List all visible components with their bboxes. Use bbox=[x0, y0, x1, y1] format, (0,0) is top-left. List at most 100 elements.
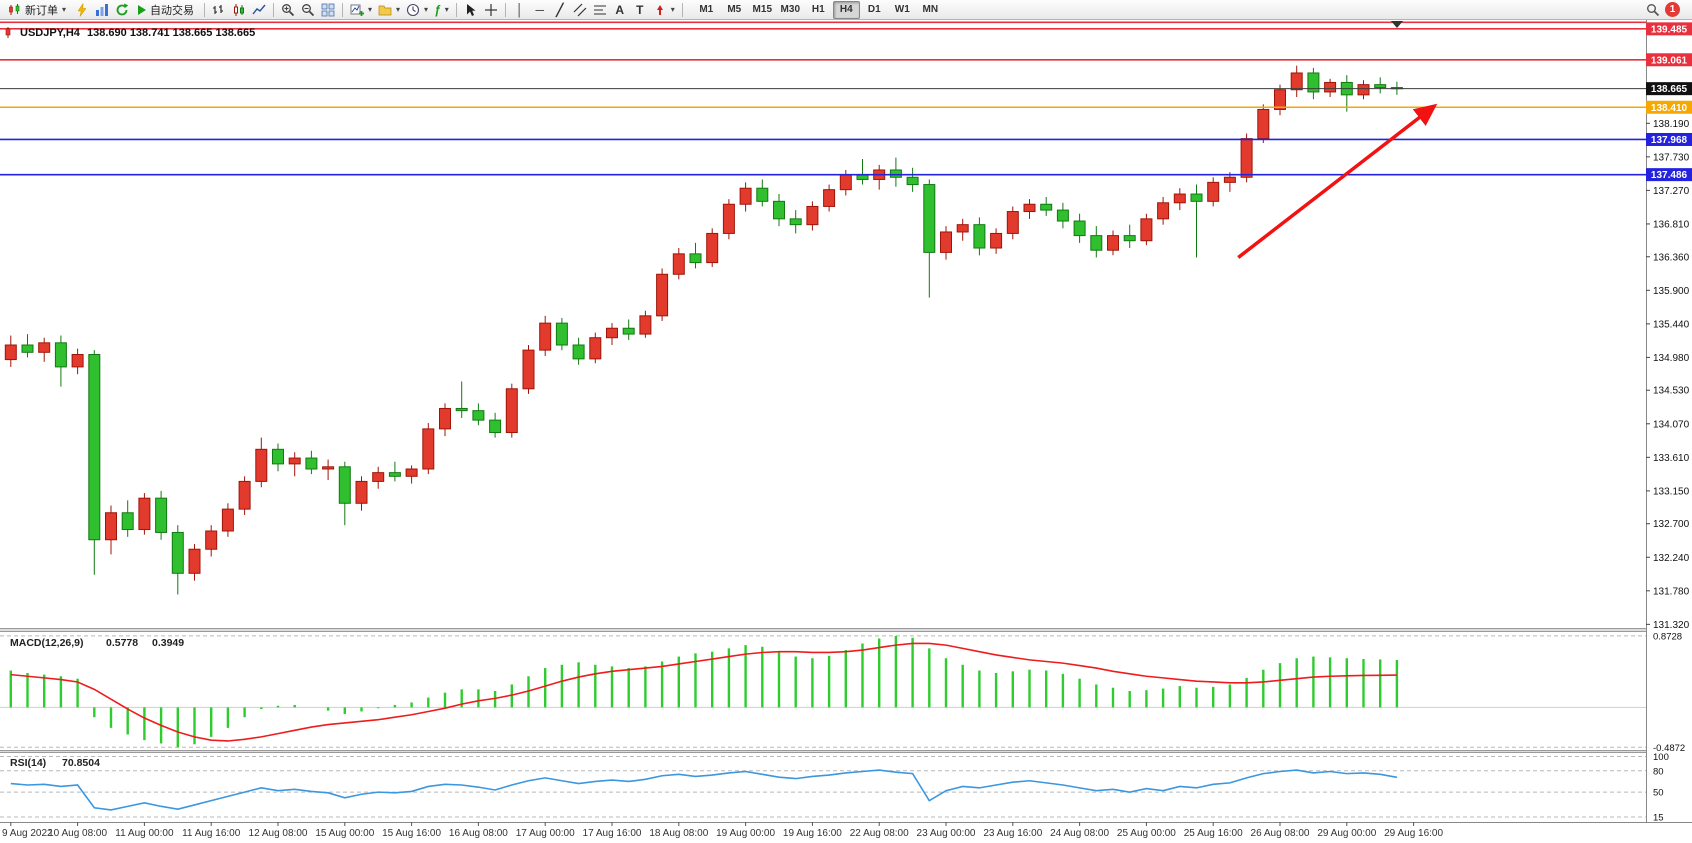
metaeditor-button[interactable] bbox=[72, 1, 92, 19]
chart-shift-marker[interactable] bbox=[1391, 21, 1403, 28]
candle bbox=[88, 353, 101, 541]
candle bbox=[606, 327, 618, 339]
candle bbox=[405, 468, 418, 477]
price-badge bbox=[1646, 53, 1692, 67]
candle bbox=[856, 174, 869, 180]
candle bbox=[71, 353, 84, 368]
fibonacci-button[interactable] bbox=[590, 1, 610, 19]
candle bbox=[622, 327, 635, 335]
price-badge-label: 139.485 bbox=[1651, 24, 1688, 35]
time-axis-label: 26 Aug 08:00 bbox=[1251, 828, 1310, 839]
price-badge bbox=[1646, 22, 1692, 36]
timeframe-button-m5[interactable]: M5 bbox=[721, 1, 748, 19]
text-button[interactable]: A bbox=[610, 1, 630, 19]
timeframe-button-h1[interactable]: H1 bbox=[805, 1, 832, 19]
candle bbox=[973, 224, 986, 249]
time-axis-label: 22 Aug 08:00 bbox=[850, 828, 909, 839]
charts-button[interactable] bbox=[92, 1, 112, 19]
candle bbox=[555, 322, 568, 346]
dropdown-icon: ▾ bbox=[368, 5, 373, 14]
timeframe-button-mn[interactable]: MN bbox=[917, 1, 944, 19]
auto-trading-button[interactable]: 自动交易 bbox=[132, 1, 200, 19]
crosshair-button[interactable] bbox=[481, 1, 501, 19]
period-button[interactable]: ▾ bbox=[403, 1, 431, 19]
bar-chart-button[interactable] bbox=[209, 1, 229, 19]
notification-badge[interactable]: 1 bbox=[1665, 2, 1680, 17]
new-order-button[interactable]: 新订单 ▾ bbox=[2, 1, 72, 19]
annotation-layer[interactable] bbox=[1237, 103, 1438, 259]
line-chart-button[interactable] bbox=[249, 1, 269, 19]
indicators-button[interactable]: ƒ ▾ bbox=[431, 1, 452, 19]
new-chart-button[interactable]: ▾ bbox=[347, 1, 375, 19]
profiles-button[interactable]: ▾ bbox=[375, 1, 403, 19]
price-axis[interactable]: 138.190 137.730 137.270 136.810 136.360 135.9… bbox=[1646, 20, 1692, 843]
timeframe-button-m30[interactable]: M30 bbox=[777, 1, 804, 19]
candle bbox=[455, 407, 468, 412]
candle bbox=[1023, 203, 1036, 213]
text-label-icon: T bbox=[636, 2, 644, 17]
vertical-line-button[interactable]: │ bbox=[510, 1, 530, 19]
candle bbox=[1157, 202, 1170, 220]
price-tick-label: 134.070 bbox=[1653, 419, 1690, 430]
panel-splitter[interactable] bbox=[0, 628, 1692, 632]
time-axis-label: 18 Aug 08:00 bbox=[649, 828, 708, 839]
zoom-in-button[interactable] bbox=[278, 1, 298, 19]
tile-windows-button[interactable] bbox=[318, 1, 338, 19]
candle bbox=[722, 203, 735, 234]
zoom-in-icon bbox=[282, 3, 295, 16]
time-axis-label: 11 Aug 16:00 bbox=[182, 828, 241, 839]
candle bbox=[1190, 193, 1203, 202]
price-tick-label: 131.320 bbox=[1653, 620, 1690, 631]
dropdown-icon: ▾ bbox=[396, 5, 401, 14]
zoom-out-button[interactable] bbox=[298, 1, 318, 19]
candle bbox=[789, 218, 802, 226]
candle bbox=[505, 388, 518, 434]
timeframe-button-w1[interactable]: W1 bbox=[889, 1, 916, 19]
chart-title-group: USDJPY,H4 138.690 138.741 138.665 138.66… bbox=[5, 27, 255, 39]
candle bbox=[1207, 181, 1220, 202]
candle bbox=[105, 512, 117, 541]
timeframe-button-h4[interactable]: H4 bbox=[832, 0, 860, 19]
time-axis-label: 23 Aug 16:00 bbox=[983, 828, 1042, 839]
rsi-level-label: 80 bbox=[1653, 766, 1664, 777]
line-chart-icon bbox=[252, 4, 266, 14]
candle bbox=[171, 531, 184, 574]
horizontal-line-button[interactable]: ─ bbox=[530, 1, 550, 19]
price-tick-label: 134.980 bbox=[1653, 353, 1690, 364]
text-label-button[interactable]: T bbox=[630, 1, 650, 19]
candle bbox=[4, 344, 17, 361]
candle bbox=[522, 349, 535, 390]
candle bbox=[1240, 138, 1253, 178]
candle bbox=[422, 428, 435, 470]
tile-windows-icon bbox=[321, 3, 335, 16]
candle bbox=[1056, 209, 1069, 222]
play-icon bbox=[138, 4, 147, 15]
cursor-button[interactable] bbox=[461, 1, 481, 19]
horizontal-lines-layer[interactable] bbox=[0, 21, 1646, 176]
candle bbox=[205, 530, 218, 550]
timeframe-button-m15[interactable]: M15 bbox=[749, 1, 776, 19]
refresh-button[interactable] bbox=[112, 1, 132, 19]
symbol-icon bbox=[5, 27, 11, 38]
candle bbox=[756, 187, 769, 202]
bar-columns-icon bbox=[96, 3, 109, 16]
rsi-level-label: 50 bbox=[1653, 788, 1664, 799]
timeframe-button-m1[interactable]: M1 bbox=[693, 1, 720, 19]
candlestick-chart-button[interactable] bbox=[229, 1, 249, 19]
trend-arrow[interactable] bbox=[1237, 103, 1438, 259]
price-tick-label: 132.240 bbox=[1653, 553, 1690, 564]
trendline-button[interactable]: ╱ bbox=[550, 1, 570, 19]
timeframe-button-d1[interactable]: D1 bbox=[861, 1, 888, 19]
panel-splitter[interactable] bbox=[0, 750, 1692, 753]
price-tick-label: 132.700 bbox=[1653, 519, 1690, 530]
candle bbox=[539, 322, 552, 351]
arrows-button[interactable]: ▾ bbox=[650, 1, 678, 19]
candle bbox=[54, 342, 67, 368]
candle bbox=[839, 174, 852, 191]
candle bbox=[288, 457, 301, 465]
search-button[interactable] bbox=[1643, 1, 1663, 19]
channel-button[interactable] bbox=[570, 1, 590, 19]
